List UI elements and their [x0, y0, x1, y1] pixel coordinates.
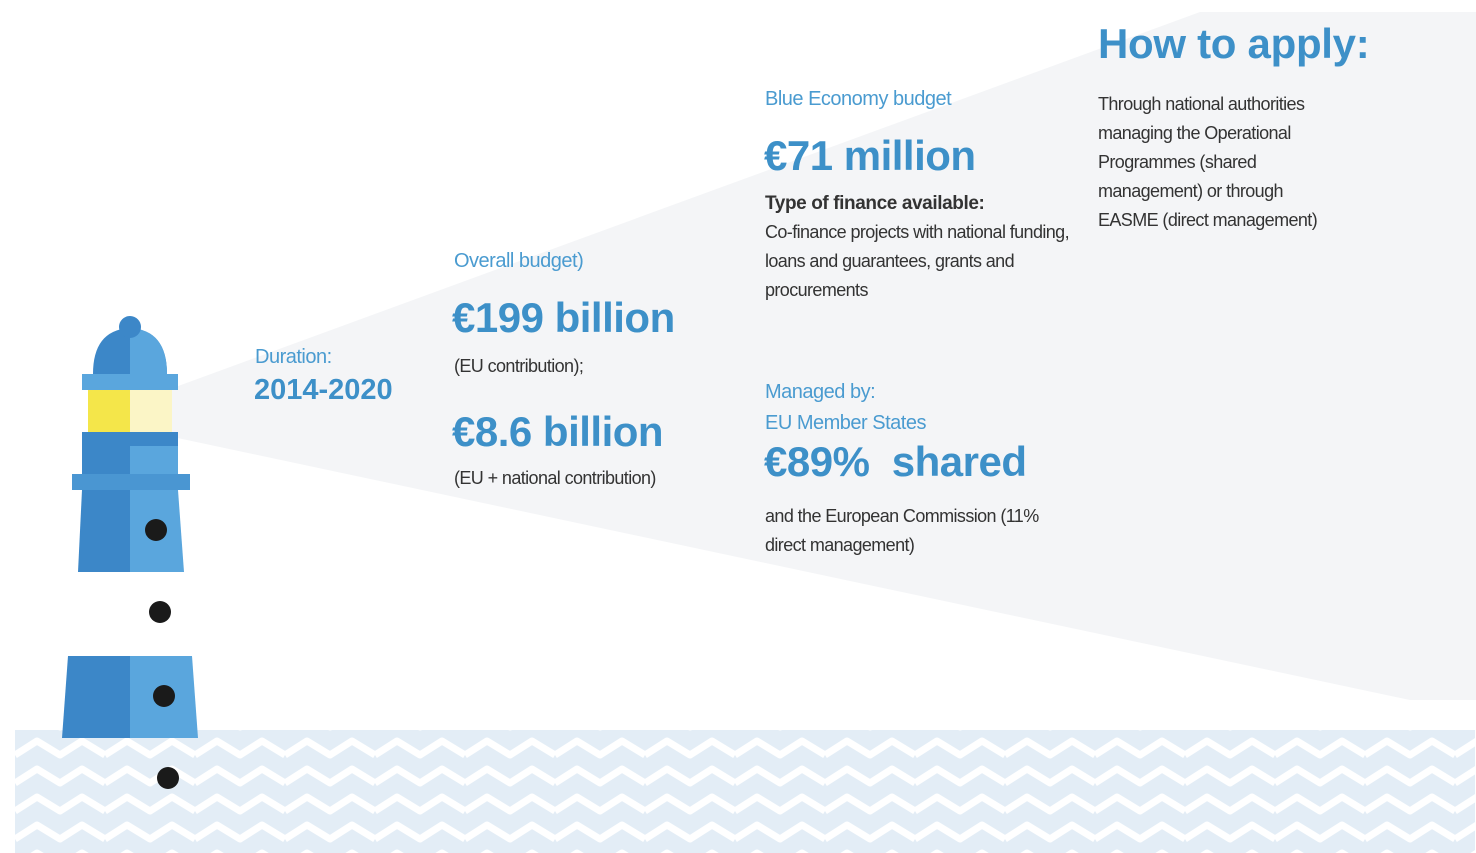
overall-budget-value: €199 billion [452, 294, 675, 342]
lighthouse-icon [62, 316, 198, 789]
how-to-apply-title: How to apply: [1098, 20, 1369, 68]
duration-label: Duration: [255, 346, 332, 369]
blue-economy-label: Blue Economy budget [765, 88, 951, 111]
member-states-label: EU Member States [765, 412, 926, 435]
national-budget-value: €8.6 billion [452, 408, 663, 456]
commission-note: and the European Commission (11% direct … [765, 502, 1055, 560]
finance-type-title: Type of finance available: [765, 193, 984, 215]
overall-budget-note: (EU contribution); [454, 356, 583, 377]
duration-value: 2014-2020 [254, 374, 393, 407]
national-budget-note: (EU + national contribution) [454, 468, 656, 489]
waves-pattern [15, 730, 1475, 853]
overall-budget-label: Overall budget) [454, 250, 583, 273]
finance-type-text: Co-finance projects with national fundin… [765, 218, 1075, 305]
managed-by-label: Managed by: [765, 381, 875, 404]
blue-economy-value: €71 million [764, 132, 976, 180]
shared-percentage: €89% shared [764, 438, 1027, 486]
how-to-apply-text: Through national authorities managing th… [1098, 90, 1343, 235]
